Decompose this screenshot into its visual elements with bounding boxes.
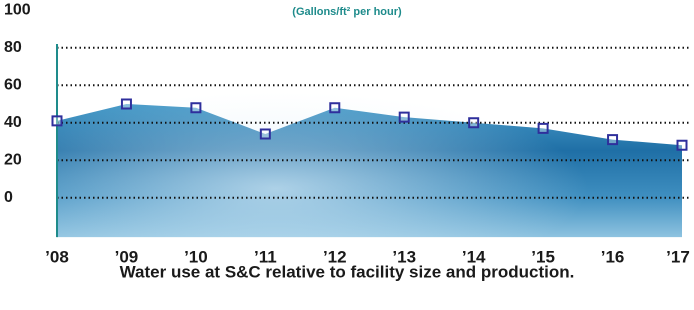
point — [469, 118, 478, 127]
point — [400, 113, 409, 122]
light-glow — [57, 44, 682, 237]
subtitle: (Gallons/ft² per hour) — [292, 6, 402, 18]
x-tick-label: ’11 — [254, 247, 277, 266]
point — [191, 103, 200, 112]
x-tick-label: ’09 — [115, 247, 139, 266]
point — [539, 124, 548, 133]
point — [122, 99, 131, 108]
x-tick-label: ’12 — [323, 247, 347, 266]
y-tick-label: 80 — [4, 39, 22, 56]
y-tick-label: 20 — [4, 151, 22, 168]
x-tick-label: ’17 — [666, 247, 690, 266]
x-tick-label: ’15 — [531, 247, 555, 266]
point — [678, 141, 687, 150]
y-tick-label: 40 — [4, 114, 22, 131]
y-tick-label: 0 — [4, 189, 13, 206]
page: {"chart_data": {"type": "area", "subtitl… — [0, 0, 694, 310]
x-tick-label: ’13 — [392, 247, 416, 266]
point — [608, 135, 617, 144]
point — [330, 103, 339, 112]
y-tick-label: 60 — [4, 76, 22, 93]
chart: (Gallons/ft² per hour) Water use at S&C … — [0, 0, 694, 310]
x-tick-label: ’10 — [184, 247, 208, 266]
x-tick-label: ’08 — [45, 247, 69, 266]
point — [53, 116, 62, 125]
x-tick-label: ’16 — [601, 247, 625, 266]
x-tick-label: ’14 — [462, 247, 486, 266]
y-tick-label: 100 — [4, 1, 31, 18]
point — [261, 129, 270, 138]
